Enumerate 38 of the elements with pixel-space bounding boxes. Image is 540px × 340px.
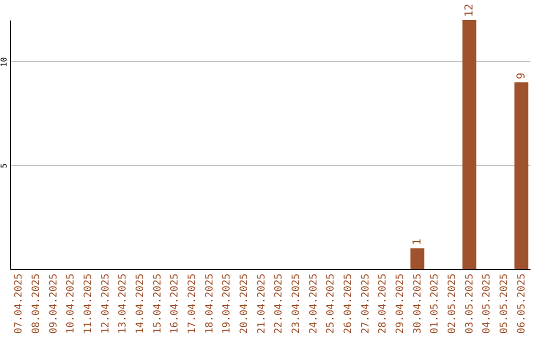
x-tick-label: 07.04.2025	[14, 274, 25, 334]
y-tick-label: 5	[0, 163, 8, 168]
x-tick-label: 08.04.2025	[31, 274, 42, 334]
x-tick-label: 15.04.2025	[152, 274, 164, 334]
x-tick-label: 17.04.2025	[187, 274, 198, 334]
bar	[514, 82, 528, 269]
x-tick-label: 10.04.2025	[66, 274, 77, 334]
x-tick-label: 12.04.2025	[100, 274, 112, 334]
x-tick-label: 25.04.2025	[326, 274, 337, 334]
x-tick-label: 21.04.2025	[256, 274, 268, 334]
x-tick-label: 13.04.2025	[118, 274, 129, 334]
x-tick-label: 27.04.2025	[360, 274, 372, 334]
x-tick-label: 30.04.2025	[412, 274, 424, 334]
bar	[462, 20, 476, 269]
x-tick-label: 05.05.2025	[499, 274, 510, 334]
x-tick-label: 16.04.2025	[170, 274, 181, 334]
x-tick-label: 22.04.2025	[274, 274, 285, 334]
y-tick-label: 10	[0, 57, 8, 67]
bar	[410, 248, 424, 269]
x-tick-label: 11.04.2025	[83, 274, 94, 334]
x-tick-label: 06.05.2025	[516, 274, 528, 334]
x-tick-label: 26.04.2025	[343, 274, 354, 334]
x-tick-label: 28.04.2025	[378, 274, 389, 334]
data-label: 12	[462, 4, 476, 17]
x-tick-label: 09.04.2025	[48, 274, 60, 334]
x-tick-label: 18.04.2025	[204, 274, 216, 334]
x-tick-label: 03.05.2025	[464, 274, 476, 334]
x-tick-label: 14.04.2025	[135, 274, 146, 334]
x-tick-label: 19.04.2025	[222, 274, 233, 334]
x-tick-label: 23.04.2025	[291, 274, 302, 334]
data-label: 1	[410, 238, 424, 246]
x-tick-label: 24.04.2025	[308, 274, 320, 334]
x-tick-label: 04.05.2025	[482, 274, 493, 334]
x-tick-label: 20.04.2025	[239, 274, 250, 334]
x-tick-label: 29.04.2025	[395, 274, 406, 334]
x-tick-label: 02.05.2025	[447, 274, 458, 334]
data-label: 9	[514, 72, 528, 80]
x-tick-label: 01.05.2025	[430, 274, 441, 334]
